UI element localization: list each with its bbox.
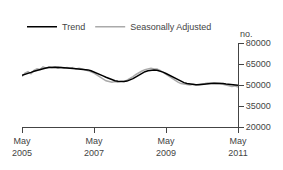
svg-text:May2009: May2009 (156, 136, 176, 158)
svg-text:35000: 35000 (246, 101, 271, 111)
svg-text:80000: 80000 (246, 38, 271, 48)
svg-text:May2007: May2007 (84, 136, 104, 158)
svg-text:50000: 50000 (246, 80, 271, 90)
svg-text:20000: 20000 (246, 122, 271, 132)
svg-text:Seasonally Adjusted: Seasonally Adjusted (130, 22, 211, 32)
svg-text:65000: 65000 (246, 59, 271, 69)
svg-text:May2005: May2005 (12, 136, 32, 158)
svg-text:no.: no. (240, 29, 253, 39)
svg-text:Trend: Trend (62, 22, 85, 32)
svg-text:May2011: May2011 (228, 136, 247, 158)
